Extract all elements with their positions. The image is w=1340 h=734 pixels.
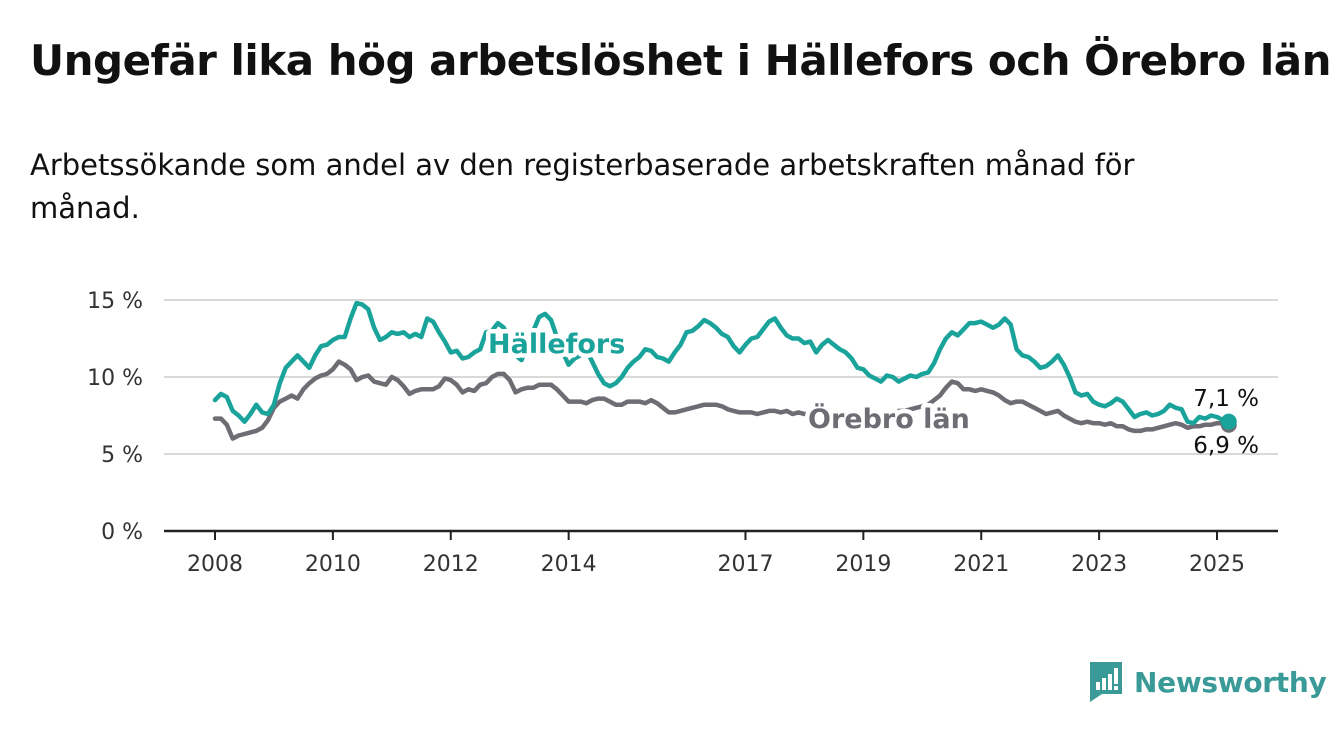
- chart-subtitle: Arbetssökande som andel av den registerb…: [30, 148, 1135, 225]
- y-tick-label: 0 %: [101, 520, 143, 545]
- newsworthy-brand: Newsworthy: [1088, 660, 1327, 704]
- series-line-hallefors: [212, 300, 1232, 426]
- x-tick-label: 2019: [835, 552, 891, 577]
- series-label-orebro: Örebro län: [808, 402, 970, 435]
- x-tick-label: 2023: [1071, 552, 1127, 577]
- x-tick-label: 2012: [423, 552, 479, 577]
- x-tick-label: 2025: [1189, 552, 1245, 577]
- end-point-hallefors: [1220, 413, 1237, 430]
- y-tick-label: 10 %: [87, 366, 143, 391]
- grid-lines: [164, 299, 1278, 533]
- x-axis-ticks: 2008 2010 2012 2014 2017 2019 2021 2023 2025: [187, 531, 1245, 577]
- chart-title: Ungefär lika hög arbetslöshet i Hällefor…: [30, 36, 1331, 85]
- x-tick-label: 2017: [717, 552, 773, 577]
- series-label-hallefors-halo: Hällefors: [488, 329, 625, 360]
- series-label-hallefors: Hällefors: [488, 329, 625, 360]
- y-tick-label: 15 %: [87, 289, 143, 314]
- y-axis-ticks: 0 % 5 % 10 % 15 %: [87, 289, 143, 545]
- series-lines: [212, 300, 1237, 441]
- x-tick-label: 2014: [541, 552, 597, 577]
- y-tick-label: 5 %: [101, 443, 143, 468]
- x-tick-label: 2008: [187, 552, 243, 577]
- series-label-orebro-halo: Örebro län: [808, 402, 970, 435]
- brand-name: Newsworthy: [1134, 665, 1327, 699]
- end-label-orebro: 6,9 %: [1193, 433, 1259, 459]
- series-line-orebro: [212, 359, 1232, 441]
- newsworthy-logo-icon: [1090, 662, 1122, 702]
- end-label-hallefors: 7,1 %: [1193, 386, 1259, 412]
- x-tick-label: 2010: [305, 552, 361, 577]
- x-tick-label: 2021: [953, 552, 1009, 577]
